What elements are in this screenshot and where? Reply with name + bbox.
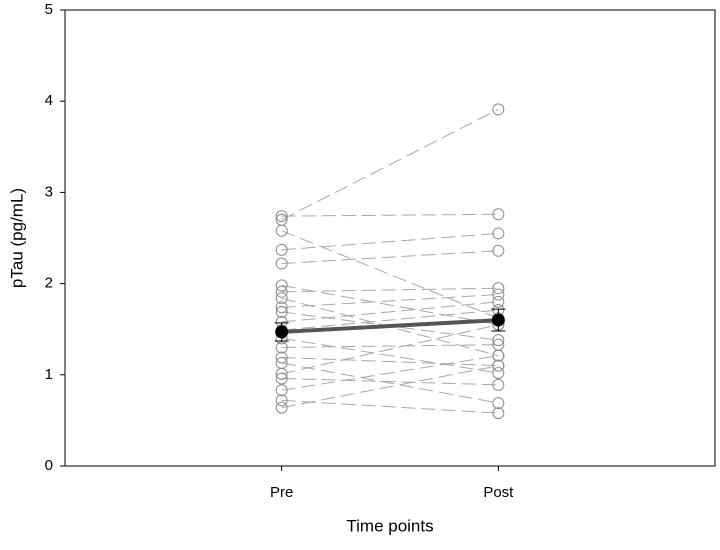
subject-point	[275, 210, 288, 223]
y-tick-label: 1	[45, 366, 53, 383]
subject-line	[281, 213, 499, 217]
mean-point	[275, 325, 289, 339]
subject-point	[275, 224, 288, 237]
subject-point	[492, 227, 505, 240]
subject-line	[281, 399, 499, 414]
subject-point	[275, 301, 288, 314]
subject-point	[492, 407, 505, 420]
subject-point	[492, 288, 505, 301]
subject-point	[275, 305, 288, 318]
subject-line	[281, 324, 499, 375]
subject-line	[281, 287, 499, 293]
y-tick-label: 5	[45, 1, 53, 18]
subject-point	[492, 282, 505, 295]
subject-line	[281, 362, 499, 404]
subject-point	[492, 103, 505, 116]
subject-point	[275, 285, 288, 298]
mean-point	[491, 313, 505, 327]
subject-point	[492, 244, 505, 257]
mean-line	[281, 318, 499, 334]
subject-point	[492, 397, 505, 410]
subject-line	[281, 294, 499, 308]
subject-line	[281, 356, 499, 367]
subject-line	[281, 301, 499, 323]
subject-point	[275, 367, 288, 380]
subject-point	[492, 378, 505, 391]
subject-line	[281, 250, 499, 265]
subject-point	[492, 334, 505, 347]
subject-line	[281, 365, 499, 409]
x-tick-label: Pre	[270, 484, 293, 501]
plot-frame	[64, 9, 716, 467]
subject-point	[492, 295, 505, 308]
subject-line	[281, 108, 499, 221]
subject-line	[281, 377, 499, 386]
subject-line	[281, 337, 499, 374]
x-axis-label: Time points	[346, 516, 433, 535]
y-tick-label: 2	[45, 275, 53, 292]
subject-point	[275, 372, 288, 385]
subject-line	[281, 284, 499, 326]
subject-point	[275, 394, 288, 407]
subject-point	[275, 341, 288, 354]
subject-point	[275, 292, 288, 305]
subject-line	[281, 232, 499, 251]
subject-point	[275, 351, 288, 364]
y-axis-label: pTau (pg/mL)	[7, 188, 26, 288]
y-tick-label: 4	[45, 92, 53, 109]
x-tick-label: Post	[483, 484, 514, 501]
subject-line	[281, 355, 499, 391]
subject-point	[275, 257, 288, 270]
subject-point	[275, 401, 288, 414]
subject-point	[492, 349, 505, 362]
subject-point	[492, 366, 505, 379]
subject-point	[275, 279, 288, 292]
subject-line	[281, 344, 499, 348]
y-tick-label: 3	[45, 183, 53, 200]
subject-line	[281, 309, 499, 331]
y-tick-label: 0	[45, 457, 53, 474]
subject-point	[492, 208, 505, 221]
subject-point	[275, 384, 288, 397]
subject-point	[492, 359, 505, 372]
subject-point	[275, 243, 288, 256]
